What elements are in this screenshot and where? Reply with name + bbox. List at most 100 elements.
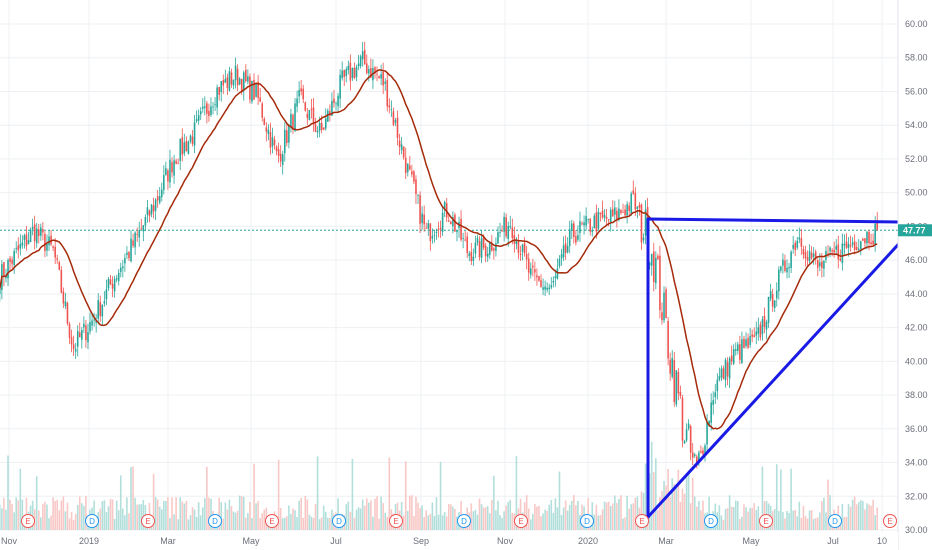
candle-body: [720, 368, 723, 378]
candle-body: [128, 251, 130, 259]
time-tick-label: Nov: [1, 536, 18, 546]
volume-bar: [679, 501, 682, 530]
volume-bar: [21, 499, 24, 530]
volume-bar: [673, 484, 676, 530]
candle-body: [265, 127, 268, 132]
dividend-marker-icon: D: [704, 514, 718, 528]
candle-body: [324, 118, 327, 129]
candle-body: [562, 245, 565, 258]
candle-body: [851, 242, 854, 245]
volume-bar: [66, 502, 69, 530]
candle-body: [93, 319, 95, 321]
candle-body: [521, 244, 524, 252]
candle-body: [814, 251, 817, 260]
volume-bar: [800, 517, 803, 530]
candle-body: [435, 231, 438, 233]
candle-body: [765, 321, 768, 330]
candle-body: [560, 254, 563, 259]
candle-body: [443, 202, 446, 210]
candle-body: [50, 235, 52, 245]
candle-body: [122, 266, 124, 269]
candle-body: [13, 250, 15, 266]
candle-body: [860, 241, 862, 250]
candle-body: [56, 258, 59, 260]
volume-bar: [232, 511, 235, 530]
candle-body: [823, 261, 825, 269]
volume-bar: [368, 502, 370, 530]
triangle-top-line[interactable]: [646, 217, 900, 224]
marker-letter: D: [212, 517, 218, 526]
candle-body: [728, 358, 731, 379]
volume-bar: [808, 510, 811, 530]
candle-body: [638, 204, 641, 208]
candle-body: [636, 206, 639, 209]
candle-body: [575, 236, 577, 243]
candle-body: [552, 280, 555, 283]
volume-bar: [435, 497, 438, 530]
volume-bar: [671, 478, 674, 530]
candle-body: [140, 228, 143, 230]
volume-bar: [13, 512, 15, 530]
candle-body: [9, 258, 11, 262]
triangle-drawing[interactable]: [646, 217, 908, 519]
triangle-rising-line[interactable]: [646, 234, 908, 519]
volume-bar: [142, 499, 145, 530]
candle-body: [187, 141, 190, 154]
candle-body: [136, 233, 138, 235]
candle-body: [782, 259, 784, 266]
candle-body: [173, 160, 175, 176]
candle-body: [271, 137, 274, 147]
candle-body: [726, 362, 729, 377]
candle-body: [7, 260, 9, 279]
candle-body: [396, 117, 399, 138]
volume-bar: [644, 463, 647, 530]
volume-bar: [657, 509, 659, 530]
marker-circle: [704, 514, 718, 528]
price-tick-label: 34.00: [905, 458, 928, 468]
candle-body: [365, 63, 368, 74]
volume-bar: [825, 512, 827, 530]
candle-body: [310, 108, 313, 110]
candle-body: [671, 358, 674, 377]
time-axis[interactable]: Nov 2019 Mar May Jul Sep Nov 2020 Mar May Jul 10: [1, 536, 887, 546]
volume-bar: [737, 501, 739, 530]
price-tick-label: 50.00: [905, 188, 928, 198]
candle-body: [337, 95, 339, 107]
volume-bar: [224, 502, 227, 530]
volume-bar: [493, 475, 495, 530]
candle-body: [583, 222, 585, 226]
candle-body: [433, 235, 436, 236]
volume-bar: [478, 498, 481, 530]
volume-bar: [327, 517, 329, 530]
earnings-marker-icon: E: [759, 514, 773, 528]
candle-body: [107, 279, 110, 289]
candle-body: [655, 257, 657, 284]
candle-body: [802, 249, 805, 255]
candle-body: [702, 450, 704, 455]
candle-body: [368, 69, 370, 74]
candle-body: [706, 421, 708, 445]
candle-body: [261, 103, 264, 118]
candle-body: [388, 105, 391, 108]
volume-bar: [345, 504, 348, 530]
volume-bar: [677, 469, 680, 530]
volume-bar: [195, 516, 198, 530]
volume-bar: [558, 471, 561, 530]
volume-bar: [99, 508, 102, 530]
volume-bar: [160, 509, 163, 530]
candle-body: [507, 225, 510, 239]
candle-body: [857, 248, 860, 251]
volume-bar: [648, 473, 651, 530]
candle-body: [54, 246, 56, 258]
volume-bar: [614, 495, 616, 530]
volume-bar: [663, 480, 665, 530]
candle-body: [665, 289, 667, 319]
candle-body: [345, 69, 348, 77]
volume-bar: [693, 496, 696, 530]
last-price-label: 47.77: [903, 225, 926, 235]
volume-bar: [550, 499, 553, 530]
volume-bar: [286, 516, 288, 530]
candle-body: [845, 241, 848, 248]
candle-body: [534, 269, 536, 273]
